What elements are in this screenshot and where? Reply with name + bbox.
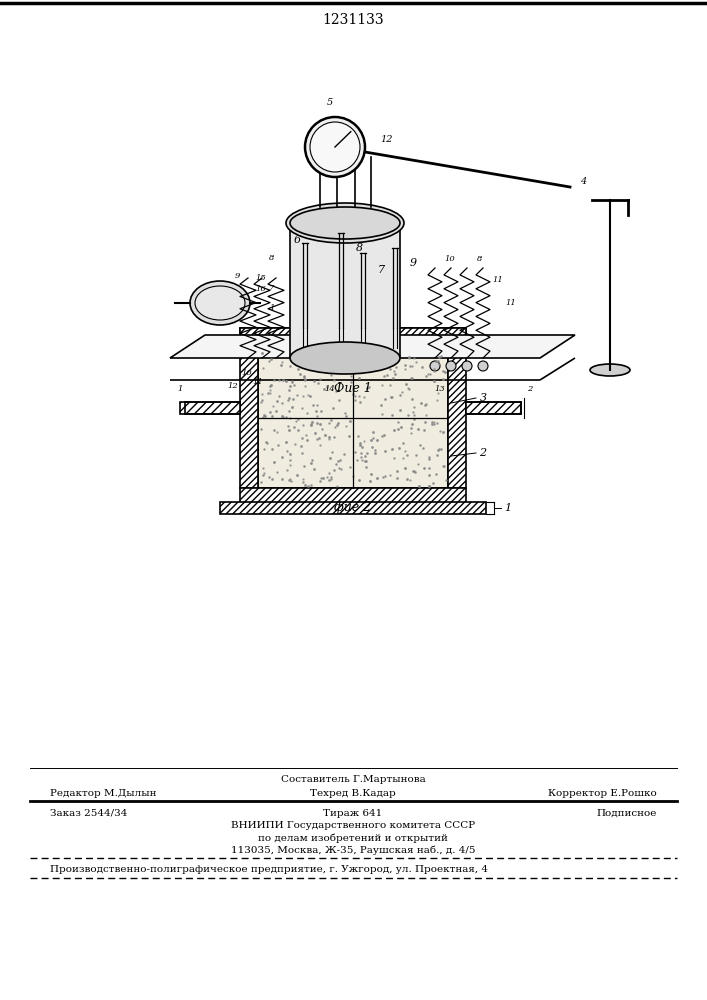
Bar [240,328,313,348]
Text: Производственно-полиграфическое предприятие, г. Ужгород, ул. Проектная, 4: Производственно-полиграфическое предприя… [50,865,488,874]
Text: 1: 1 [504,503,511,513]
Text: 7: 7 [332,150,338,158]
Text: по делам изобретений и открытий: по делам изобретений и открытий [258,833,448,843]
Text: 13: 13 [435,385,445,393]
Ellipse shape [286,203,404,243]
Circle shape [310,122,360,172]
Bar [180,402,240,414]
Circle shape [478,361,488,371]
Bar [220,502,486,514]
Text: 12: 12 [380,135,392,144]
Text: 7: 7 [378,265,385,275]
Ellipse shape [590,364,630,376]
Text: 8: 8 [269,254,275,262]
Text: 1: 1 [269,304,275,312]
Ellipse shape [290,207,400,239]
Text: 6: 6 [293,235,300,245]
Text: 16: 16 [255,285,266,293]
Bar [290,223,400,358]
Circle shape [305,117,365,177]
Bar [240,488,466,506]
Text: 15: 15 [255,274,266,282]
Text: фие 2: фие 2 [334,502,372,514]
Text: 10: 10 [445,255,455,263]
Ellipse shape [290,207,400,239]
Text: 2: 2 [479,448,486,458]
Polygon shape [540,358,575,380]
Text: 5: 5 [327,98,333,107]
Text: 14: 14 [325,385,335,393]
Bar [240,348,258,488]
Ellipse shape [190,281,250,325]
Polygon shape [170,335,575,358]
Text: 11: 11 [492,276,503,284]
Text: 2: 2 [527,385,532,393]
Bar [339,327,343,349]
Text: Подписное: Подписное [597,808,657,818]
Ellipse shape [195,286,245,320]
Text: Техред В.Кадар: Техред В.Кадар [310,790,396,798]
Text: 9: 9 [234,272,240,280]
Text: 8: 8 [312,148,317,156]
Text: 8: 8 [356,243,363,253]
Bar [393,328,466,348]
Text: Составитель Г.Мартынова: Составитель Г.Мартынова [281,776,426,784]
Bar [466,402,521,414]
Text: 113035, Москва, Ж-35, Раушская наб., д. 4/5: 113035, Москва, Ж-35, Раушская наб., д. … [230,845,475,855]
Text: 1231133: 1231133 [322,13,384,27]
Bar [393,327,397,349]
Circle shape [446,361,456,371]
Text: 11: 11 [252,378,264,386]
Text: 9: 9 [409,258,416,268]
Circle shape [462,361,472,371]
Text: Тираж 641: Тираж 641 [323,808,382,818]
Text: Заказ 2544/34: Заказ 2544/34 [50,808,127,818]
Bar [258,348,448,488]
Text: 7: 7 [269,284,275,292]
Text: 1: 1 [177,385,182,393]
Text: 8: 8 [477,255,483,263]
Text: 11: 11 [505,299,515,307]
Text: 12: 12 [228,382,238,390]
Ellipse shape [290,342,400,374]
Text: Фие 1: Фие 1 [334,381,372,394]
Text: 10: 10 [242,369,252,377]
Bar [303,327,307,349]
Circle shape [430,361,440,371]
Text: 3: 3 [479,393,486,403]
Text: ВНИИПИ Государственного комитета СССР: ВНИИПИ Государственного комитета СССР [231,822,475,830]
Bar [448,348,466,488]
Text: Редактор М.Дылын: Редактор М.Дылын [50,790,156,798]
Text: 4: 4 [580,178,586,186]
Bar [361,327,365,349]
Bar [240,328,466,348]
Bar [313,328,411,348]
Text: Корректор Е.Рошко: Корректор Е.Рошко [548,790,657,798]
